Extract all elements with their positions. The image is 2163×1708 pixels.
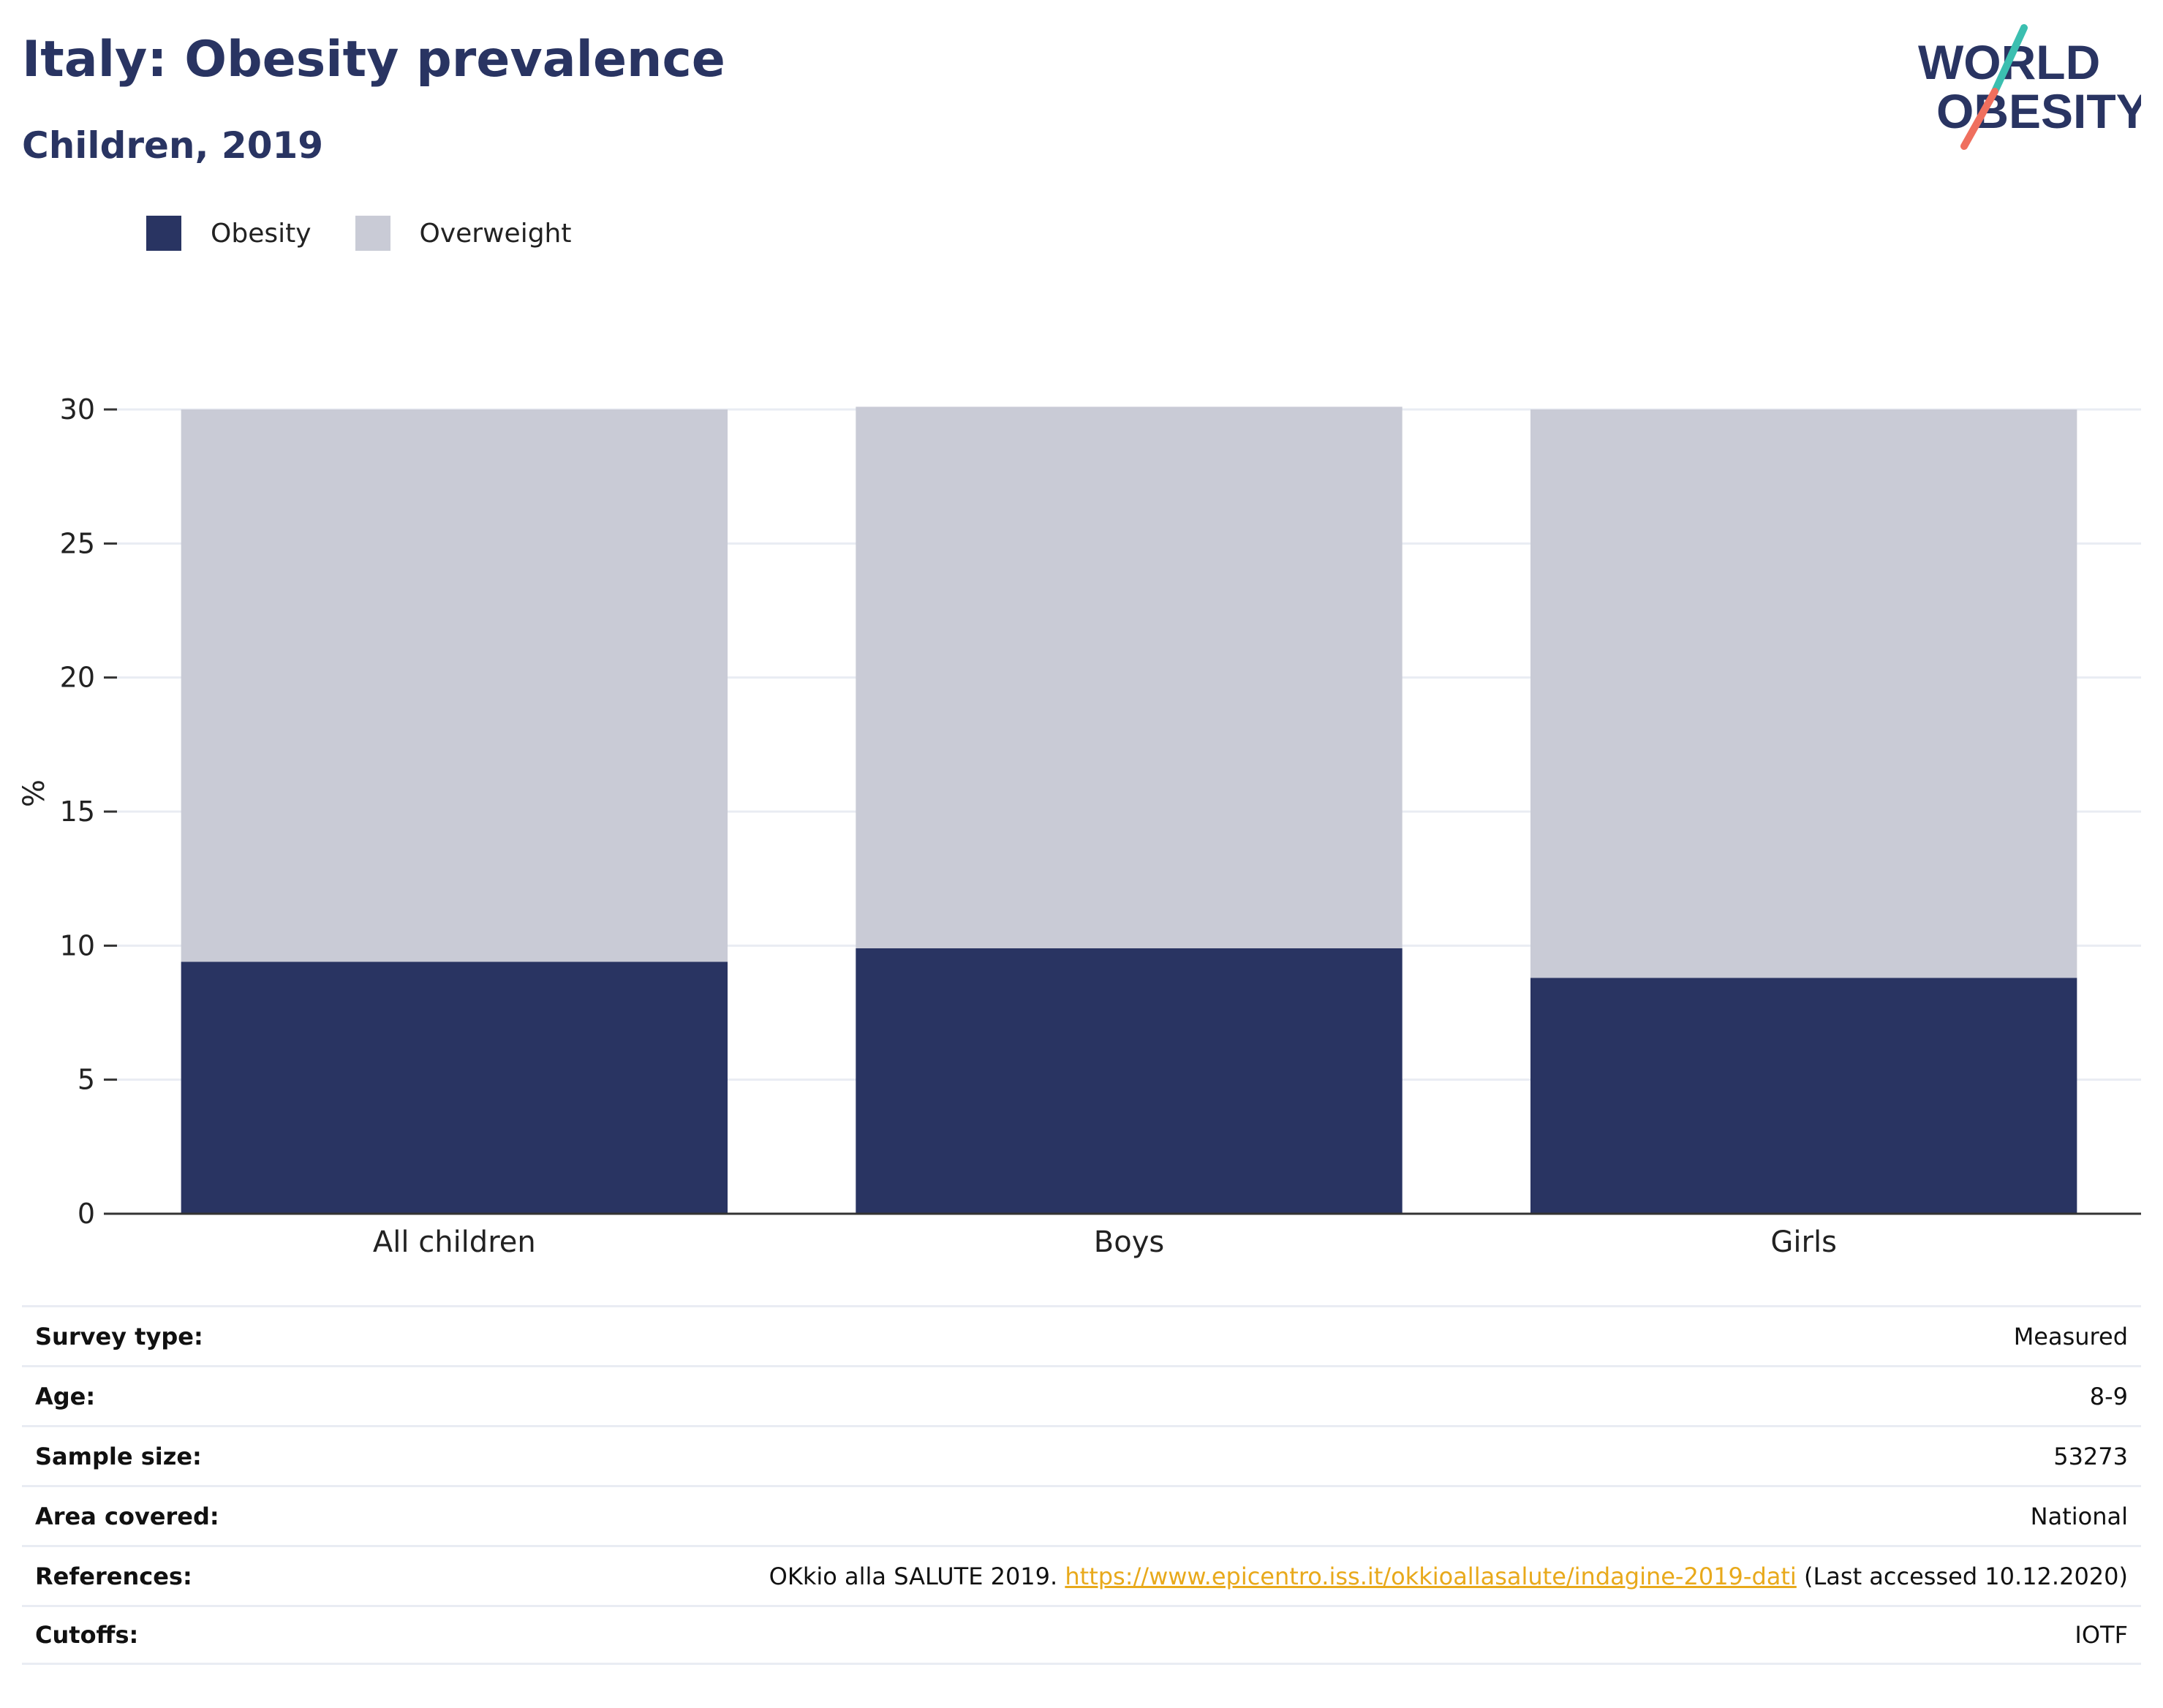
info-label: Sample size: [35, 1442, 202, 1470]
logo-slash-teal [1991, 24, 2028, 95]
info-row-age: Age: 8-9 [22, 1365, 2141, 1425]
info-value-references: OKkio alla SALUTE 2019. https://www.epic… [769, 1562, 2128, 1590]
legend-item-overweight[interactable]: Overweight [355, 216, 572, 251]
info-row-area-covered: Area covered: National [22, 1485, 2141, 1545]
legend-swatch-overweight [355, 216, 390, 251]
chart-legend: Obesity Overweight [146, 216, 615, 251]
legend-label-obesity: Obesity [211, 218, 312, 249]
reference-link[interactable]: https://www.epicentro.iss.it/okkioallasa… [1065, 1562, 1797, 1590]
x-axis-ticks: All children Boys Girls [373, 1225, 1837, 1259]
bar-overweight[interactable] [1530, 409, 2077, 978]
y-tick-label: 5 [78, 1064, 95, 1096]
info-value: IOTF [2075, 1621, 2128, 1649]
y-axis-ticks: 0 5 10 15 20 25 30 [60, 393, 117, 1230]
y-tick-label: 25 [60, 527, 95, 559]
reference-prefix: OKkio alla SALUTE 2019. [769, 1562, 1065, 1590]
info-row-sample-size: Sample size: 53273 [22, 1425, 2141, 1485]
chart-subtitle: Children, 2019 [22, 124, 324, 167]
y-tick-label: 10 [60, 929, 95, 961]
info-value: 8-9 [2089, 1382, 2128, 1410]
legend-item-obesity[interactable]: Obesity [146, 216, 312, 251]
info-label: Survey type: [35, 1322, 203, 1350]
info-label: References: [35, 1562, 192, 1590]
bar-obesity[interactable] [1530, 978, 2077, 1214]
bar-obesity[interactable] [181, 961, 728, 1214]
info-value: 53273 [2053, 1442, 2128, 1470]
stacked-bar-chart: 0 5 10 15 20 25 30 All children Boys Girls % [18, 393, 2141, 1259]
x-tick-label: Girls [1770, 1225, 1837, 1259]
legend-swatch-obesity [146, 216, 181, 251]
info-value: National [2030, 1502, 2128, 1530]
y-tick-label: 30 [60, 393, 95, 426]
info-label: Cutoffs: [35, 1621, 139, 1649]
x-tick-label: All children [373, 1225, 536, 1259]
logo-line2: OBESITY [1936, 84, 2141, 138]
bar-overweight[interactable] [856, 407, 1403, 948]
survey-info-table: Survey type: Measured Age: 8-9 Sample si… [22, 1305, 2141, 1665]
info-value: Measured [2013, 1322, 2128, 1350]
bar-overweight[interactable] [181, 409, 728, 962]
legend-label-overweight: Overweight [419, 218, 572, 249]
x-tick-label: Boys [1094, 1225, 1164, 1259]
y-axis-label: % [18, 779, 51, 807]
world-obesity-logo: WORLD OBESITY [1918, 24, 2141, 150]
bar-obesity[interactable] [856, 948, 1403, 1214]
y-tick-label: 15 [60, 796, 95, 828]
chart-title: Italy: Obesity prevalence [22, 31, 725, 88]
info-row-cutoffs: Cutoffs: IOTF [22, 1605, 2141, 1665]
logo-slash-coral [1960, 88, 1998, 150]
bars [181, 407, 2077, 1214]
info-label: Age: [35, 1382, 96, 1410]
y-tick-label: 20 [60, 662, 95, 694]
reference-suffix: (Last accessed 10.12.2020) [1796, 1562, 2128, 1590]
y-tick-label: 0 [78, 1198, 95, 1230]
info-row-references: References: OKkio alla SALUTE 2019. http… [22, 1545, 2141, 1605]
info-label: Area covered: [35, 1502, 219, 1530]
info-row-survey-type: Survey type: Measured [22, 1305, 2141, 1365]
